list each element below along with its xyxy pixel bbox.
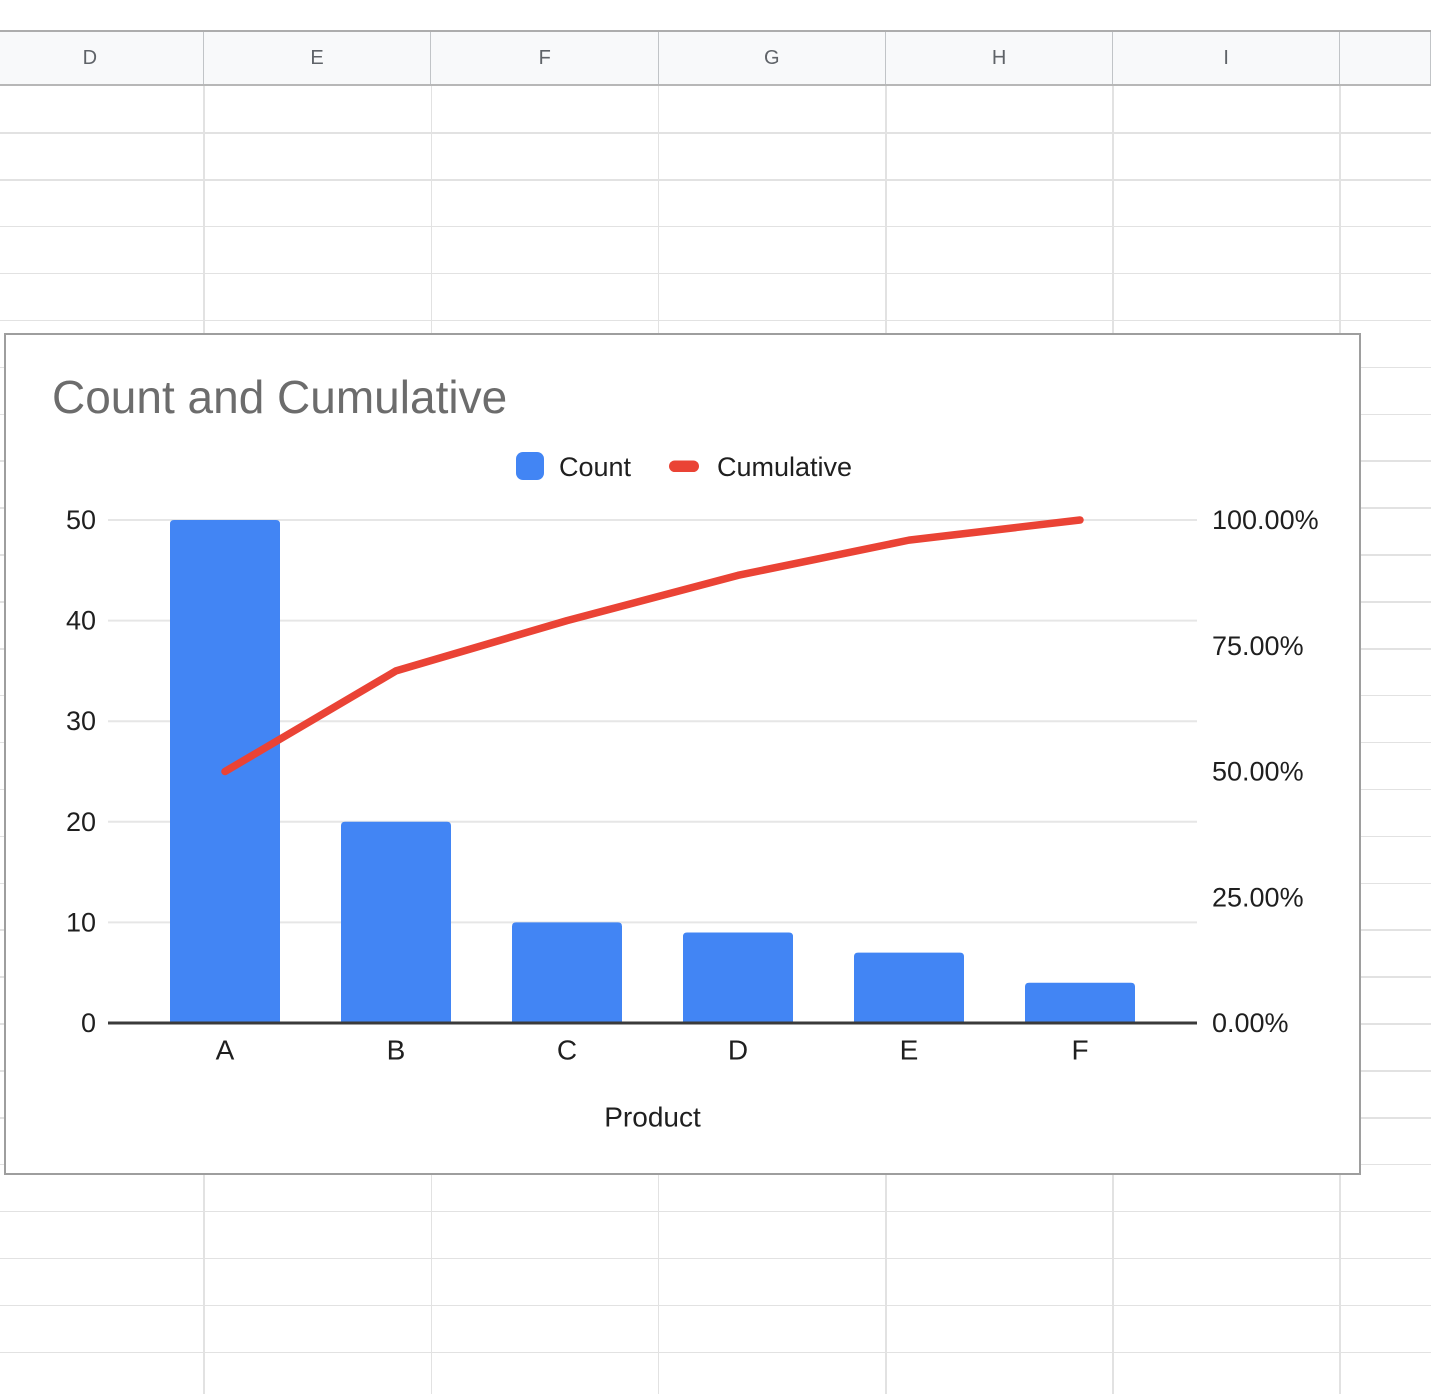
grid-line-h bbox=[0, 1257, 1431, 1260]
category-label-D: D bbox=[728, 1035, 748, 1066]
column-header-label: E bbox=[310, 46, 324, 69]
legend-count-swatch-icon bbox=[516, 452, 544, 480]
category-label-E: E bbox=[900, 1035, 919, 1066]
column-header-label: F bbox=[538, 46, 551, 69]
column-header-D[interactable]: D bbox=[0, 32, 204, 84]
grid-line-h bbox=[0, 225, 1431, 228]
bar-C bbox=[512, 922, 622, 1023]
right-axis-tick-75: 75.00% bbox=[1212, 631, 1304, 661]
left-axis-tick-40: 40 bbox=[66, 606, 96, 636]
legend-count-label: Count bbox=[559, 452, 632, 482]
grid-line-h bbox=[0, 272, 1431, 275]
column-header-I[interactable]: I bbox=[1113, 32, 1341, 84]
column-header-label: G bbox=[764, 46, 780, 69]
left-axis-tick-50: 50 bbox=[66, 505, 96, 535]
category-label-F: F bbox=[1071, 1035, 1088, 1066]
bar-E bbox=[854, 952, 964, 1023]
left-axis-tick-10: 10 bbox=[66, 907, 96, 937]
left-axis-tick-30: 30 bbox=[66, 706, 96, 736]
column-header-F[interactable]: F bbox=[432, 32, 659, 84]
pareto-chart: Count and Cumulative Count Cumulative 0 10 20… bbox=[52, 371, 1319, 1133]
column-header-label: I bbox=[1223, 46, 1229, 69]
column-header-label: H bbox=[991, 46, 1007, 69]
left-axis-tick-20: 20 bbox=[66, 807, 96, 837]
legend-cumulative-label: Cumulative bbox=[717, 452, 852, 482]
category-label-B: B bbox=[387, 1035, 406, 1066]
grid-line-h bbox=[0, 319, 1431, 322]
category-label-C: C bbox=[557, 1035, 577, 1066]
left-axis-tick-0: 0 bbox=[81, 1008, 96, 1038]
bar-D bbox=[683, 932, 793, 1023]
grid-line-h bbox=[0, 179, 1431, 181]
bar-F bbox=[1025, 982, 1135, 1023]
column-header-label: D bbox=[82, 46, 98, 69]
grid-line-h bbox=[0, 1351, 1431, 1354]
right-axis-tick-0: 0.00% bbox=[1212, 1008, 1289, 1038]
x-axis-title: Product bbox=[604, 1102, 701, 1133]
category-label-A: A bbox=[216, 1035, 235, 1066]
chart-title: Count and Cumulative bbox=[52, 371, 507, 423]
legend-cumulative-swatch-icon bbox=[669, 460, 699, 472]
grid-line-h bbox=[0, 1210, 1431, 1213]
right-axis-tick-25: 25.00% bbox=[1212, 882, 1304, 912]
right-axis-tick-100: 100.00% bbox=[1212, 505, 1319, 535]
column-header-E[interactable]: E bbox=[204, 32, 432, 84]
chart-object[interactable]: Count and Cumulative Count Cumulative 0 10 20… bbox=[4, 333, 1361, 1175]
grid-line-h bbox=[0, 1304, 1431, 1307]
column-header-row: D E F G H I bbox=[0, 30, 1431, 86]
column-header-H[interactable]: H bbox=[886, 32, 1114, 84]
column-header-partial[interactable] bbox=[1340, 32, 1431, 84]
cumulative-line bbox=[221, 516, 1084, 776]
grid-line-h bbox=[0, 132, 1431, 134]
bar-B bbox=[341, 821, 451, 1023]
right-axis-tick-50: 50.00% bbox=[1212, 757, 1304, 787]
column-header-G[interactable]: G bbox=[659, 32, 886, 84]
